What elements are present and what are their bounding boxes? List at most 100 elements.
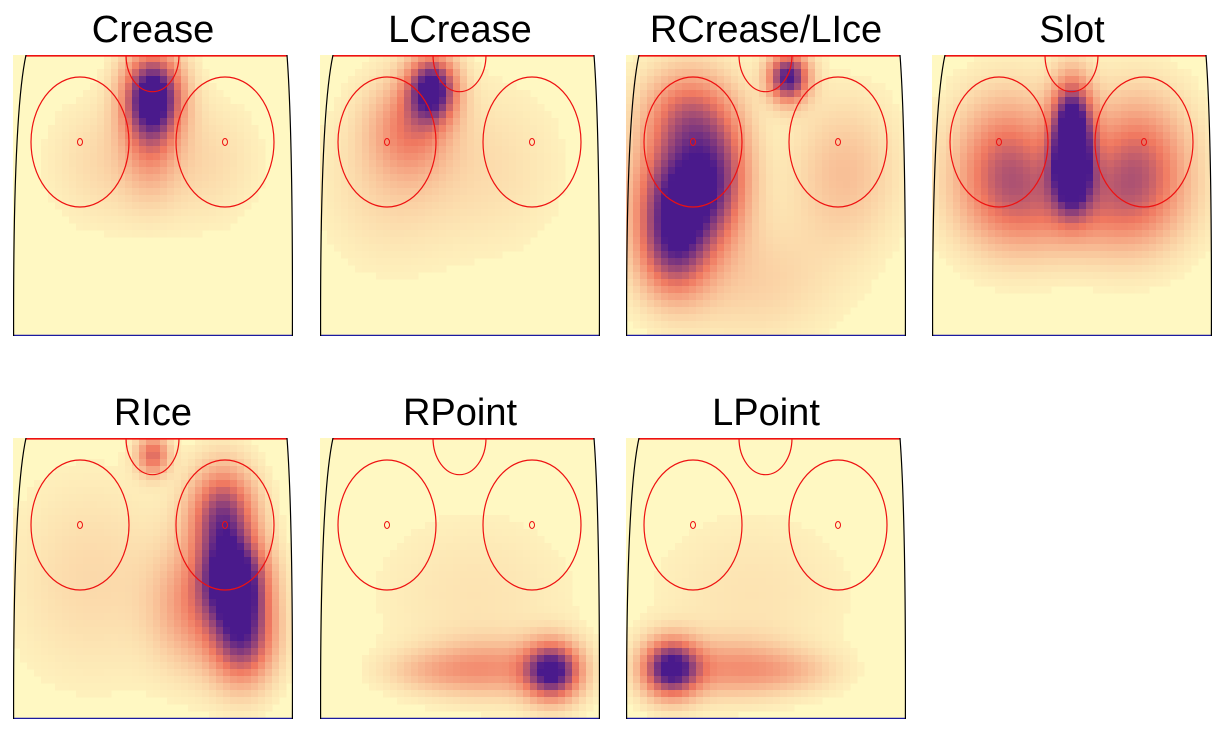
heat-cell [390, 118, 398, 126]
heat-cell [822, 258, 830, 266]
heat-cell [265, 522, 273, 530]
heat-cell [1177, 216, 1185, 224]
heat-field [932, 55, 1212, 336]
heat-cell [871, 125, 879, 133]
heat-cell [446, 153, 454, 161]
heat-cell [509, 118, 517, 126]
heat-cell [661, 83, 669, 91]
heat-cell [41, 160, 49, 168]
heat-cell [974, 237, 982, 245]
heat-cell [411, 62, 419, 70]
heat-cell [188, 209, 196, 217]
heat-cell [1170, 272, 1178, 280]
heat-cell [327, 181, 335, 189]
heat-cell [738, 167, 746, 175]
heat-cell [1009, 230, 1017, 238]
heat-cell [801, 125, 809, 133]
heat-cell [48, 543, 56, 551]
heat-cell [362, 258, 370, 266]
heat-cell [523, 111, 531, 119]
heat-cell [446, 216, 454, 224]
heat-cell [502, 167, 510, 175]
heat-cell [390, 181, 398, 189]
heat-cell [167, 146, 175, 154]
heat-cell [223, 202, 231, 210]
heat-cell [1163, 188, 1171, 196]
heat-cell [104, 529, 112, 537]
heat-cell [633, 104, 641, 112]
heat-cell [251, 550, 259, 558]
heat-cell [174, 111, 182, 119]
heat-cell [188, 188, 196, 196]
heat-cell [341, 188, 349, 196]
heat-cell [132, 188, 140, 196]
heat-cell [1002, 118, 1010, 126]
heat-cell [279, 529, 287, 537]
heat-cell [1079, 69, 1087, 77]
heat-cell [871, 223, 879, 231]
heat-cell [181, 209, 189, 217]
heat-cell [773, 139, 781, 147]
heat-cell [822, 139, 830, 147]
heat-cell [1086, 216, 1094, 224]
heat-cell [167, 466, 175, 474]
heat-cell [216, 557, 224, 565]
heat-cell [230, 522, 238, 530]
heat-cell [953, 223, 961, 231]
heat-cell [633, 55, 641, 63]
heat-cell [425, 97, 433, 105]
heat-cell [675, 181, 683, 189]
heat-cell [689, 90, 697, 98]
heat-cell [1016, 286, 1024, 294]
heat-cell [1184, 104, 1192, 112]
heat-cell [815, 76, 823, 84]
heat-cell [481, 230, 489, 238]
heat-cell [787, 167, 795, 175]
heat-cell [1058, 139, 1066, 147]
heat-cell [369, 188, 377, 196]
heat-cell [348, 188, 356, 196]
heat-cell [174, 202, 182, 210]
heat-cell [1163, 69, 1171, 77]
heat-cell [1051, 244, 1059, 252]
heat-cell [376, 83, 384, 91]
heat-cell [460, 258, 468, 266]
heat-cell [738, 258, 746, 266]
heat-cell [167, 543, 175, 551]
heat-cell [390, 132, 398, 140]
heat-cell [27, 508, 35, 516]
heat-cell [1086, 230, 1094, 238]
heat-cell [773, 314, 781, 322]
heat-cell [104, 209, 112, 217]
heat-cell [55, 188, 63, 196]
heat-cell [668, 146, 676, 154]
heat-cell [738, 62, 746, 70]
heat-cell [731, 321, 739, 329]
heat-cell [953, 111, 961, 119]
heat-cell [967, 139, 975, 147]
heat-cell [188, 557, 196, 565]
heat-cell [202, 459, 210, 467]
heat-cell [118, 466, 126, 474]
heat-cell [425, 230, 433, 238]
heat-cell [418, 132, 426, 140]
heat-cell [932, 230, 940, 238]
heat-cell [460, 230, 468, 238]
heat-cell [801, 160, 809, 168]
heat-cell [794, 321, 802, 329]
heat-cell [418, 230, 426, 238]
heat-cell [474, 139, 482, 147]
heat-cell [1058, 230, 1066, 238]
panel-title: Crease [91, 9, 215, 51]
heat-cell [724, 272, 732, 280]
heat-cell [967, 125, 975, 133]
heat-cell [223, 223, 231, 231]
heat-cell [953, 209, 961, 217]
heat-cell [1142, 167, 1150, 175]
heat-cell [362, 209, 370, 217]
heat-cell [822, 230, 830, 238]
heat-cell [724, 265, 732, 273]
heat-cell [1093, 69, 1101, 77]
heat-cell [766, 146, 774, 154]
heat-cell [125, 494, 133, 502]
